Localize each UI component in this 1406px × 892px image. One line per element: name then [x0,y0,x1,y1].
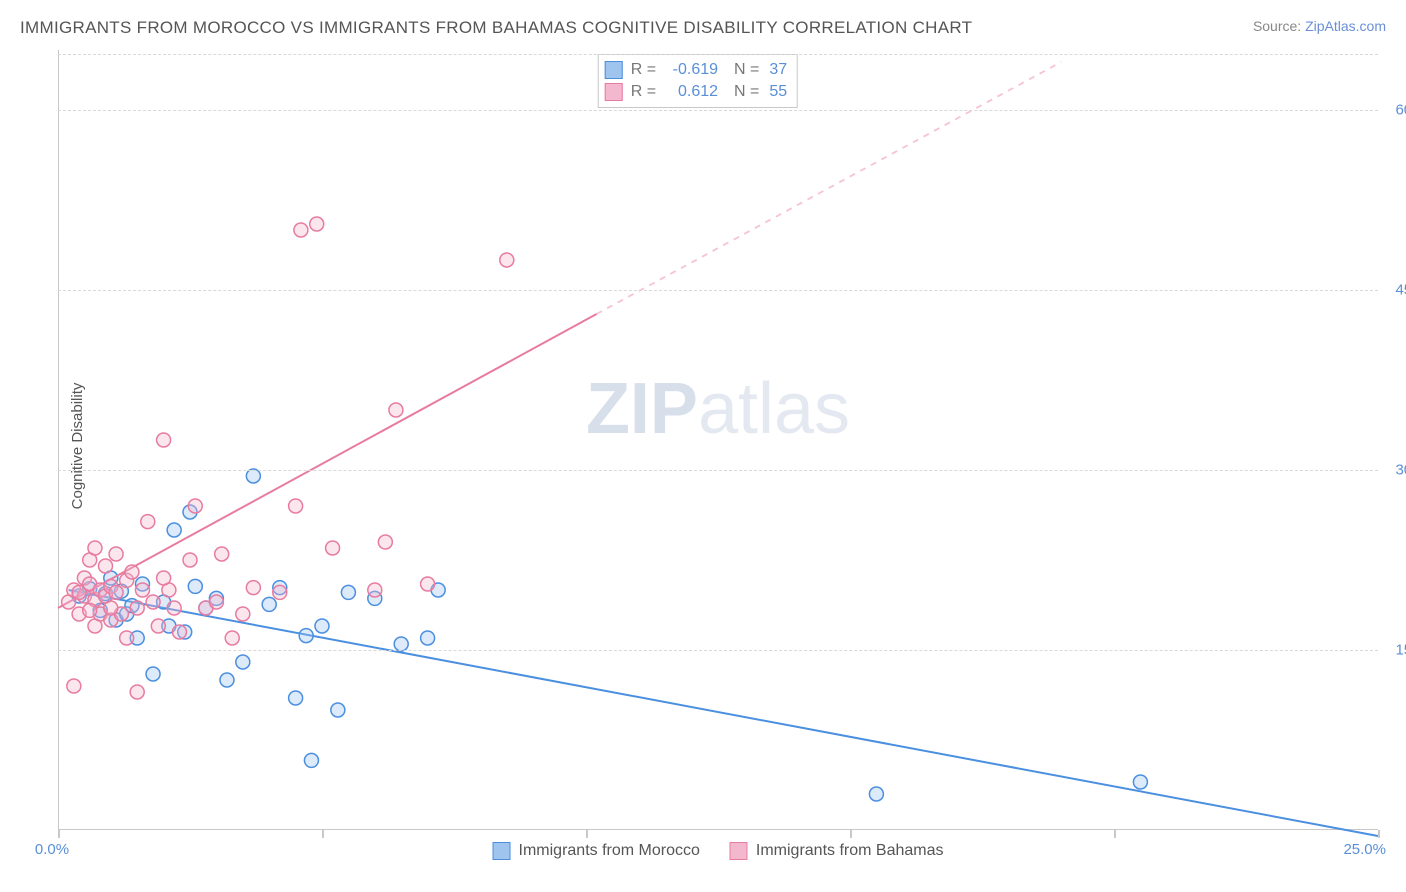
data-point [331,703,345,717]
trend-line [69,590,1378,836]
legend-swatch [730,842,748,860]
source-link[interactable]: ZipAtlas.com [1305,18,1386,34]
data-point [394,637,408,651]
data-point [289,499,303,513]
data-point [120,631,134,645]
data-point [151,619,165,633]
data-point [236,655,250,669]
correlation-legend: R = -0.619 N = 37 R = 0.612 N = 55 [598,54,798,108]
data-point [304,753,318,767]
data-point [215,547,229,561]
x-tick-mark [322,830,324,838]
x-tick-mark [1378,830,1380,838]
data-point [167,601,181,615]
data-point [246,469,260,483]
data-point [83,603,97,617]
y-tick-label: 60.0% [1388,102,1406,119]
data-point [500,253,514,267]
legend-swatch [605,83,623,101]
data-point [104,601,118,615]
data-point [130,685,144,699]
legend-stat-row: R = -0.619 N = 37 [605,59,787,81]
gridline [58,650,1378,651]
chart-title: IMMIGRANTS FROM MOROCCO VS IMMIGRANTS FR… [20,18,972,38]
data-point [273,585,287,599]
y-tick-label: 15.0% [1388,642,1406,659]
legend-stat-row: R = 0.612 N = 55 [605,81,787,103]
data-point [88,541,102,555]
series-legend: Immigrants from Morocco Immigrants from B… [493,842,944,860]
data-point [236,607,250,621]
y-tick-label: 30.0% [1388,462,1406,479]
trend-line [58,314,597,608]
gridline [58,290,1378,291]
data-point [310,217,324,231]
data-point [130,601,144,615]
data-point [188,579,202,593]
data-point [389,403,403,417]
data-point [421,577,435,591]
data-point [299,629,313,643]
data-point [125,565,139,579]
data-point [141,515,155,529]
n-label: N = [734,83,759,101]
data-point [246,581,260,595]
data-point [289,691,303,705]
r-value: 0.612 [662,83,718,101]
x-tick-label: 25.0% [1343,841,1386,858]
x-tick-mark [1114,830,1116,838]
data-point [188,499,202,513]
data-point [157,571,171,585]
data-point [315,619,329,633]
gridline [58,470,1378,471]
data-point [183,553,197,567]
data-point [209,595,223,609]
data-point [1133,775,1147,789]
legend-label: Immigrants from Morocco [519,842,700,860]
plot-area: ZIPatlas R =-0.619N =37R =0.612N =55 Imm… [58,50,1378,830]
data-point [294,223,308,237]
x-tick-label: 0.0% [35,841,69,858]
data-point [146,595,160,609]
legend-label: Immigrants from Bahamas [756,842,944,860]
n-value: 37 [769,61,787,79]
data-point [225,631,239,645]
r-label: R = [631,61,656,79]
x-tick-mark [586,830,588,838]
data-point [67,679,81,693]
gridline [58,54,1378,55]
data-point [368,583,382,597]
data-point [146,667,160,681]
n-value: 55 [769,83,787,101]
legend-swatch [605,61,623,79]
data-point [135,583,149,597]
x-tick-mark [58,830,60,838]
data-point [262,597,276,611]
data-point [172,625,186,639]
r-value: -0.619 [662,61,718,79]
gridline [58,110,1378,111]
legend-item: Immigrants from Morocco [493,842,700,860]
data-point [869,787,883,801]
data-point [109,585,123,599]
data-point [99,559,113,573]
data-point [72,585,86,599]
data-point [326,541,340,555]
chart-svg [58,50,1378,830]
data-point [341,585,355,599]
data-point [109,547,123,561]
data-point [157,433,171,447]
data-point [220,673,234,687]
data-point [378,535,392,549]
data-point [167,523,181,537]
y-tick-label: 45.0% [1388,282,1406,299]
source-prefix: Source: [1253,18,1305,34]
r-label: R = [631,83,656,101]
legend-swatch [493,842,511,860]
legend-item: Immigrants from Bahamas [730,842,944,860]
n-label: N = [734,61,759,79]
x-tick-mark [850,830,852,838]
source-attribution: Source: ZipAtlas.com [1253,18,1386,34]
data-point [421,631,435,645]
